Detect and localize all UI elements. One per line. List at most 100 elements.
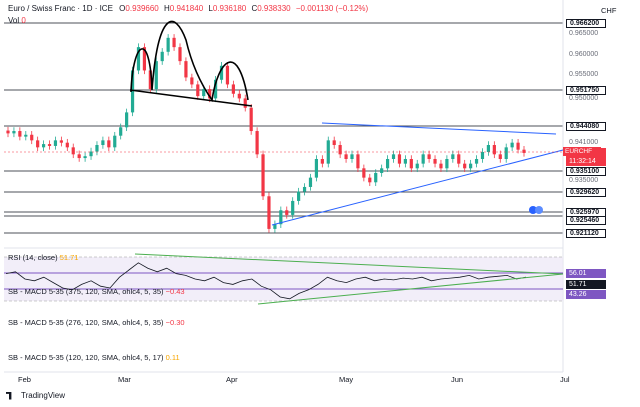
price-axis-label: 0.925460: [566, 215, 606, 225]
macd-label-2: SB - MACD 5-35 (276, 120, SMA, ohlc4, 5,…: [8, 318, 185, 327]
candle-body: [267, 196, 271, 229]
candle-body: [421, 154, 425, 164]
candle-body: [148, 70, 152, 90]
candle-body: [463, 163, 467, 169]
candle-body: [504, 147, 508, 159]
candle-body: [469, 163, 473, 169]
symbol-tag: EURCHF: [563, 147, 601, 156]
candle-body: [291, 200, 295, 215]
candle-body: [30, 134, 34, 141]
rsi-axis-label: 43.26: [566, 289, 606, 299]
time-axis-label: May: [339, 375, 354, 384]
candle-body: [415, 163, 419, 169]
candle-body: [231, 84, 235, 94]
candle-body: [24, 134, 28, 137]
time-axis-label: Jun: [451, 375, 464, 384]
tradingview-logo[interactable]: TradingView: [6, 391, 65, 400]
candle-body: [368, 177, 372, 183]
candle-body: [136, 47, 141, 71]
candle-body: [320, 158, 324, 164]
candle-body: [391, 154, 396, 159]
time-axis-label: Feb: [18, 375, 31, 384]
candle-body: [409, 158, 413, 169]
candle-body: [77, 154, 81, 159]
candle-body: [237, 93, 241, 99]
candle-body: [385, 158, 390, 169]
candle-body: [516, 142, 520, 150]
head-shoulders-pattern: [130, 20, 249, 103]
price-axis-label: 0.929620: [566, 187, 606, 197]
upper-trendline: [321, 122, 557, 135]
candle-body: [314, 158, 319, 178]
price-axis-label: 0.941000: [569, 138, 599, 146]
candle-body: [213, 79, 218, 99]
candle-body: [18, 131, 22, 137]
candle-body: [427, 154, 431, 159]
candle-body: [89, 151, 93, 157]
candle-body: [445, 158, 449, 169]
candle-body: [243, 98, 247, 108]
candle-body: [285, 210, 289, 215]
candle-body: [71, 147, 75, 155]
candle-body: [6, 130, 10, 134]
candle-body: [249, 107, 253, 132]
candle-body: [451, 154, 455, 159]
candle-body: [142, 47, 147, 71]
price-axis-label: 11:32:14: [566, 156, 606, 166]
candle-body: [279, 210, 283, 225]
lower-trendline: [271, 149, 564, 226]
rsi-axis-label: 51.71: [566, 279, 606, 289]
candle-body: [308, 177, 313, 187]
macd-label-1: SB - MACD 5-35 (375, 120, SMA, ohlc4, 5,…: [8, 287, 185, 296]
rsi-line: [5, 262, 527, 300]
candle-body: [332, 140, 336, 146]
candle-body: [492, 145, 496, 155]
price-axis-label: 0.966200: [566, 18, 606, 28]
candle-body: [154, 61, 158, 90]
candle-body: [486, 145, 491, 153]
price-axis-label: 0.950000: [569, 94, 599, 102]
tradingview-icon: [6, 391, 12, 400]
time-axis-label: Apr: [226, 375, 238, 384]
candle-body: [101, 140, 105, 146]
candle-body: [59, 140, 63, 143]
candle-body: [208, 89, 212, 99]
candle-body: [41, 144, 46, 148]
candle-body: [65, 142, 69, 148]
symbol-header: Euro / Swiss Franc · 1D · ICE O0.939660 …: [8, 4, 369, 13]
candle-body: [397, 154, 402, 164]
candle-body: [403, 158, 407, 164]
event-icon: [535, 206, 543, 214]
candle-body: [255, 131, 259, 155]
candle-body: [184, 61, 188, 78]
candle-body: [53, 140, 58, 146]
candle-body: [202, 89, 206, 97]
price-axis-label: 0.944080: [566, 121, 606, 131]
candle-body: [338, 145, 342, 155]
candle-body: [356, 154, 360, 169]
event-icon: [529, 206, 537, 214]
rsi-lower-trendline: [257, 273, 564, 305]
candle-body: [36, 140, 40, 148]
candle-body: [178, 47, 182, 62]
candle-body: [344, 154, 348, 159]
candle-body: [457, 154, 461, 164]
candle-body: [12, 131, 16, 134]
candle-body: [95, 145, 99, 152]
candle-body: [522, 149, 526, 153]
candle-body: [510, 142, 514, 148]
rsi-axis-label: 56.01: [566, 268, 606, 278]
rsi-band: [4, 257, 563, 301]
candle-body: [172, 37, 176, 48]
candle-body: [380, 168, 384, 173]
price-axis-label: 0.951750: [566, 85, 606, 95]
price-axis-label: 0.935100: [566, 166, 606, 176]
candle-body: [297, 191, 301, 201]
price-axis-label: 0.921120: [566, 228, 606, 238]
time-axis-label: Mar: [118, 375, 131, 384]
candle-body: [433, 158, 437, 164]
candle-body: [439, 163, 443, 169]
candle-body: [83, 156, 87, 159]
candle-body: [119, 127, 123, 136]
